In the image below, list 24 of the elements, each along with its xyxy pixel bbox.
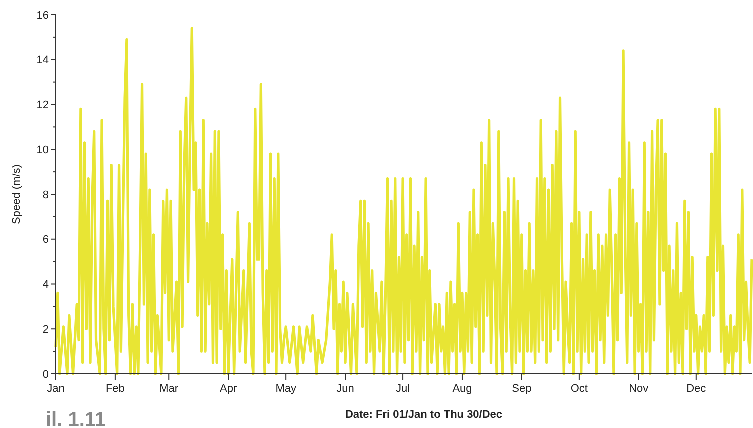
y-tick-label: 10	[36, 144, 49, 156]
y-tick-label: 12	[36, 100, 49, 112]
y-tick-label: 4	[42, 279, 49, 292]
x-tick-label: Nov	[629, 383, 650, 395]
y-tick-label: 6	[42, 234, 49, 246]
text: il. 1.11	[46, 409, 106, 428]
x-tick-label: Jan	[47, 383, 65, 395]
y-tick-label: 0	[42, 368, 49, 381]
x-tick-label: Oct	[570, 383, 588, 395]
x-tick-label: Mar	[160, 383, 179, 395]
x-tick-label: Feb	[106, 383, 125, 395]
x-tick-label: Apr	[220, 383, 238, 395]
x-tick-label: Dec	[686, 383, 707, 395]
y-tick-label: 2	[42, 324, 49, 336]
x-axis-title: Date: Fri 01/Jan to Thu 30/Dec	[345, 409, 503, 421]
x-tick-label: Sep	[512, 383, 532, 395]
y-axis-title: Speed (m/s)	[11, 164, 23, 224]
x-tick-label: Aug	[452, 383, 472, 395]
x-tick-label: May	[276, 383, 297, 395]
y-tick-label: 16	[36, 10, 49, 22]
x-tick-label: Jun	[336, 383, 354, 395]
x-tick-label: Jul	[396, 383, 410, 395]
y-tick-label: 8	[42, 189, 49, 202]
y-tick-label: 14	[36, 54, 49, 67]
